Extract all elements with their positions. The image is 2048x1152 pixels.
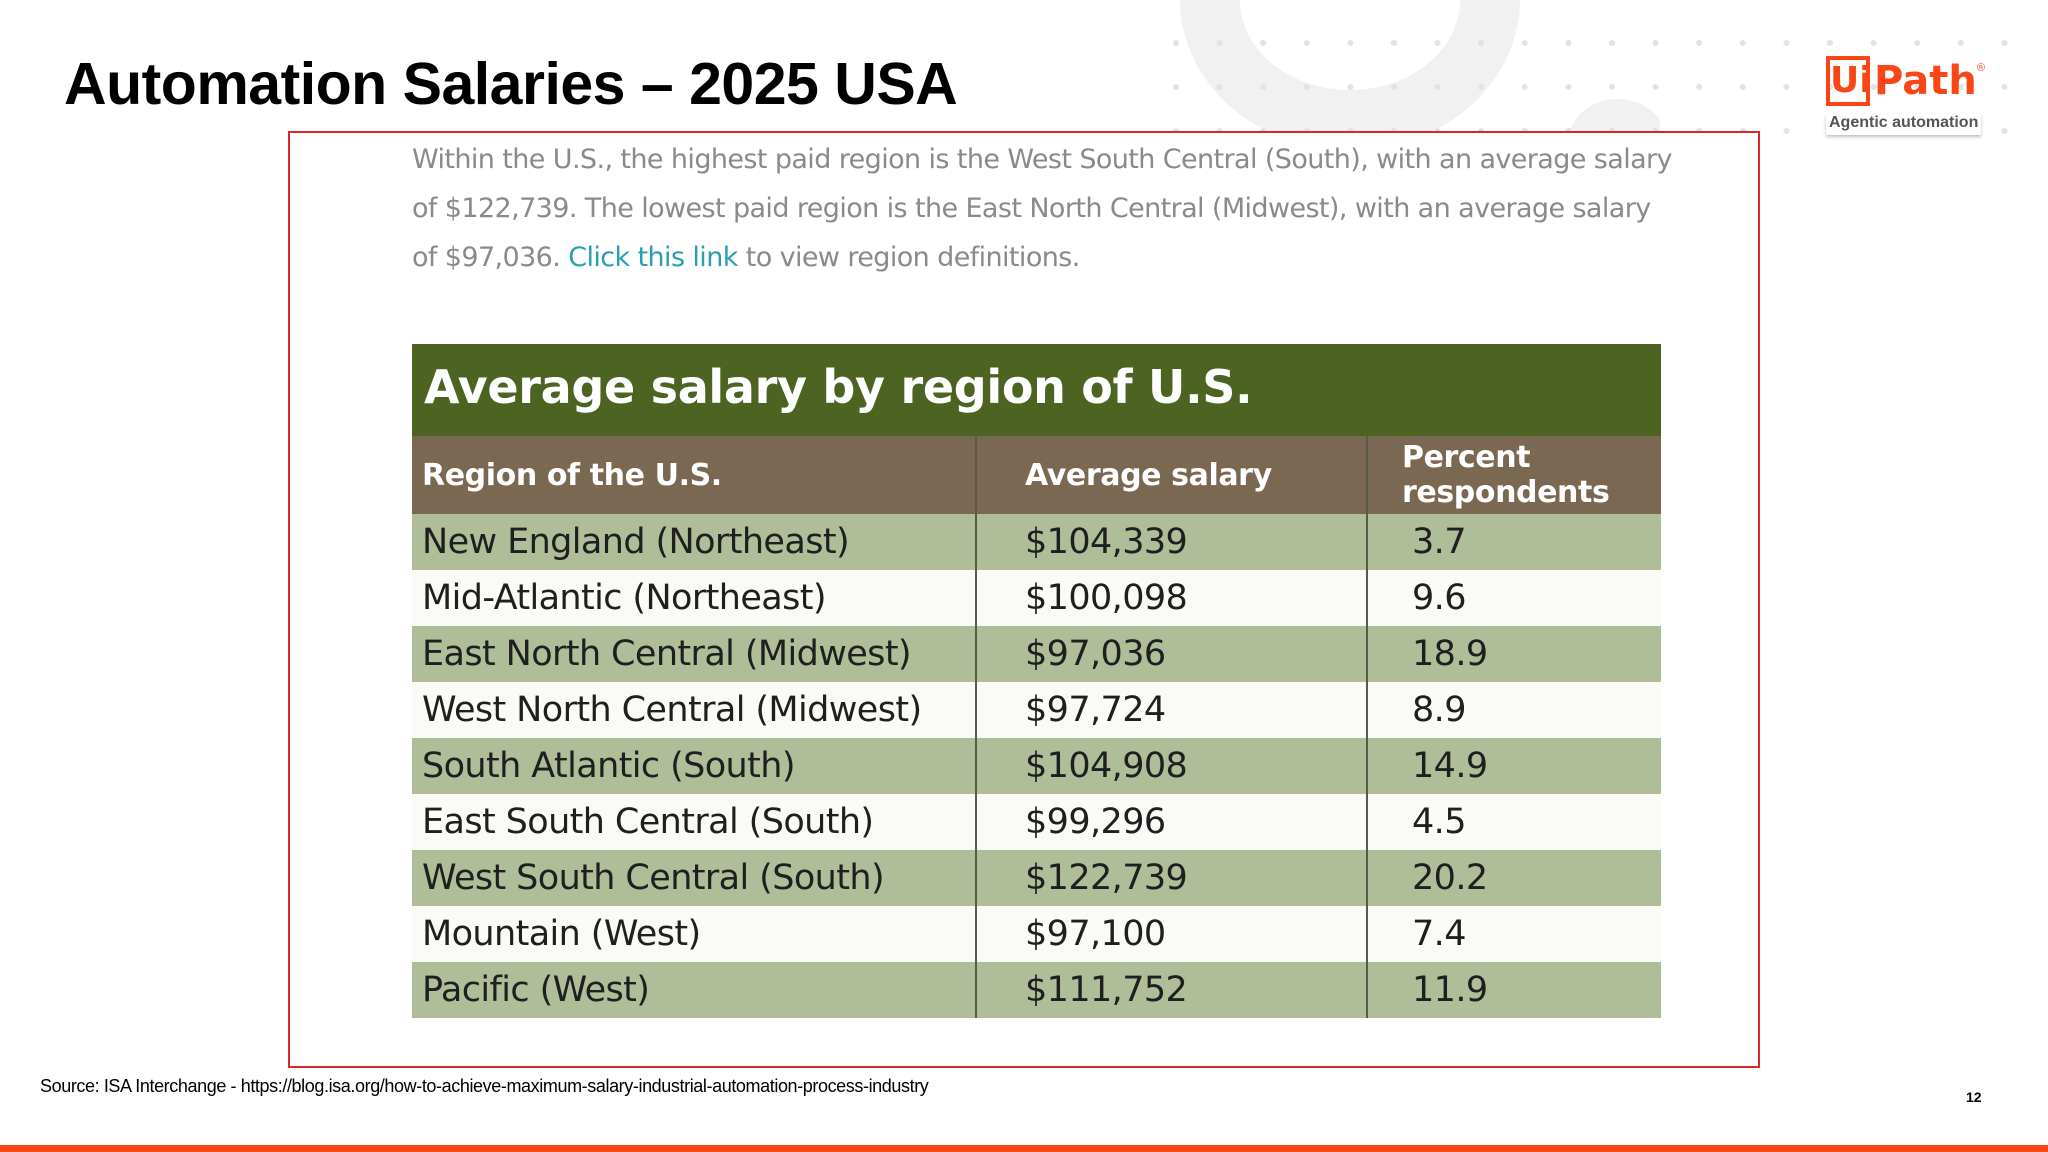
decorative-dot [1739, 84, 1746, 90]
decorative-dot [1652, 84, 1659, 90]
cell-percent: 14.9 [1367, 738, 1661, 794]
decorative-dot [2001, 84, 2008, 90]
cell-percent: 3.7 [1367, 514, 1661, 570]
uipath-logo: Ui Path ® Agentic automation [1826, 56, 1986, 146]
cell-salary: $122,739 [976, 850, 1368, 906]
table-row: Mountain (West) $97,100 7.4 [412, 906, 1661, 962]
decorative-dot [1347, 84, 1354, 90]
cell-percent: 8.9 [1367, 682, 1661, 738]
bottom-accent-bar [0, 1145, 2048, 1152]
cell-salary: $111,752 [976, 962, 1368, 1018]
decorative-dot [1827, 40, 1833, 46]
decorative-dot [1173, 40, 1179, 46]
decorative-dot [1303, 40, 1310, 46]
decorative-dot [1216, 84, 1223, 90]
source-citation: Source: ISA Interchange - https://blog.i… [40, 1076, 929, 1096]
decorative-dot [1173, 84, 1179, 90]
decorative-dot [1303, 84, 1310, 90]
cell-salary: $104,908 [976, 738, 1368, 794]
table-row: Pacific (West) $111,752 11.9 [412, 962, 1661, 1018]
screenshot-frame: Within the U.S., the highest paid region… [288, 131, 1760, 1068]
intro-paragraph: Within the U.S., the highest paid region… [412, 135, 1673, 282]
table-title: Average salary by region of U.S. [412, 344, 1661, 436]
cell-salary: $100,098 [976, 570, 1368, 626]
header-average-salary: Average salary [976, 436, 1368, 514]
logo-ui-box: Ui [1826, 56, 1872, 106]
decorative-dot [1391, 84, 1397, 90]
cell-percent: 4.5 [1367, 794, 1661, 850]
decorative-dot [1216, 40, 1223, 46]
table-row: East South Central (South) $99,296 4.5 [412, 794, 1661, 850]
decorative-dot [1260, 40, 1267, 46]
cell-percent: 11.9 [1367, 962, 1661, 1018]
decorative-dot [1783, 128, 1790, 134]
decorative-dot [1957, 40, 1964, 46]
decorative-dot [1565, 40, 1572, 46]
table-row: West South Central (South) $122,739 20.2 [412, 850, 1661, 906]
salary-table-card: Average salary by region of U.S. Region … [412, 344, 1661, 1018]
decorative-dot [1565, 84, 1572, 90]
cell-region: New England (Northeast) [412, 514, 977, 570]
decorative-dot [1783, 40, 1790, 46]
decorative-dot [1478, 40, 1485, 46]
table-header-row: Region of the U.S. Average salary Percen… [412, 436, 1661, 514]
table-row: West North Central (Midwest) $97,724 8.9 [412, 682, 1661, 738]
decorative-dot [1521, 84, 1528, 90]
decorative-dot [1914, 40, 1921, 46]
table-row: South Atlantic (South) $104,908 14.9 [412, 738, 1661, 794]
cell-salary: $99,296 [976, 794, 1368, 850]
decorative-dot [1870, 40, 1877, 46]
intro-text-before-link: Within the U.S., the highest paid region… [412, 144, 1673, 273]
table-row: Mid-Atlantic (Northeast) $100,098 9.6 [412, 570, 1661, 626]
logo-tagline: Agentic automation [1826, 114, 1982, 135]
decorative-dot [1391, 40, 1397, 46]
cell-percent: 18.9 [1367, 626, 1661, 682]
cell-region: Mountain (West) [412, 906, 977, 962]
cell-region: Pacific (West) [412, 962, 977, 1018]
decorative-dot [1609, 40, 1615, 46]
logo-path-text: Path [1874, 58, 1977, 104]
decorative-dot [1478, 84, 1485, 90]
cell-region: West South Central (South) [412, 850, 977, 906]
slide-title: Automation Salaries – 2025 USA [64, 51, 958, 117]
cell-salary: $97,724 [976, 682, 1368, 738]
decorative-dot [1347, 40, 1354, 46]
cell-percent: 20.2 [1367, 850, 1661, 906]
decorative-dot [1521, 40, 1528, 46]
table-row: New England (Northeast) $104,339 3.7 [412, 514, 1661, 570]
cell-percent: 7.4 [1367, 906, 1661, 962]
decorative-dot [1783, 84, 1790, 90]
intro-text-after-link: to view region definitions. [737, 242, 1081, 273]
cell-percent: 9.6 [1367, 570, 1661, 626]
decorative-dot [1434, 40, 1441, 46]
decorative-dot [1609, 84, 1615, 90]
cell-region: East South Central (South) [412, 794, 977, 850]
cell-region: Mid-Atlantic (Northeast) [412, 570, 977, 626]
decorative-dot [1260, 84, 1267, 90]
decorative-curve [1570, 98, 1660, 131]
salary-table: Region of the U.S. Average salary Percen… [412, 436, 1661, 1018]
decorative-dot [1739, 40, 1746, 46]
cell-salary: $97,100 [976, 906, 1368, 962]
decorative-dot [2001, 128, 2008, 134]
header-percent-respondents: Percent respondents [1367, 436, 1661, 514]
decorative-dot [2001, 40, 2008, 46]
cell-salary: $97,036 [976, 626, 1368, 682]
decorative-arc [1180, 0, 1520, 150]
cell-region: East North Central (Midwest) [412, 626, 977, 682]
decorative-dot [1696, 40, 1703, 46]
decorative-dot [1434, 84, 1441, 90]
decorative-dot [1652, 40, 1659, 46]
registered-mark: ® [1976, 62, 1985, 74]
table-row: East North Central (Midwest) $97,036 18.… [412, 626, 1661, 682]
decorative-dot [1696, 84, 1703, 90]
region-definitions-link[interactable]: Click this link [568, 242, 738, 273]
header-region: Region of the U.S. [412, 436, 977, 514]
cell-region: South Atlantic (South) [412, 738, 977, 794]
page-number: 12 [1966, 1089, 1982, 1105]
cell-region: West North Central (Midwest) [412, 682, 977, 738]
cell-salary: $104,339 [976, 514, 1368, 570]
